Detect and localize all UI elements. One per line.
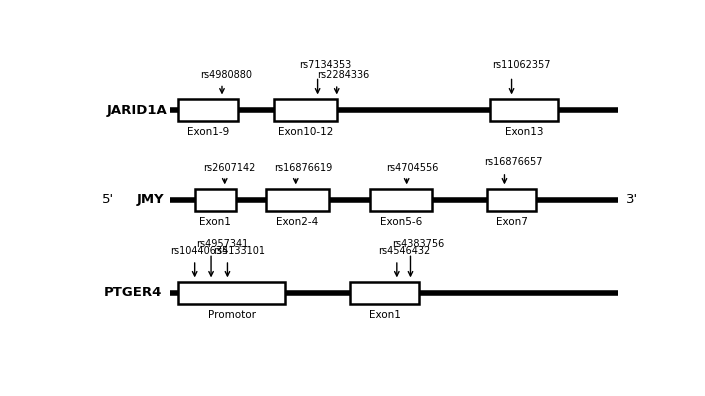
Bar: [369, 188, 432, 211]
Text: Promotor: Promotor: [207, 310, 255, 320]
Text: rs4383756: rs4383756: [393, 239, 445, 249]
Text: rs4133101: rs4133101: [213, 246, 264, 256]
Text: Exon7: Exon7: [496, 217, 527, 227]
Text: JMY: JMY: [137, 194, 165, 206]
Text: rs4546432: rs4546432: [378, 246, 430, 256]
Bar: [178, 99, 238, 122]
Text: rs2284336: rs2284336: [317, 70, 370, 80]
Text: Exon5-6: Exon5-6: [380, 217, 422, 227]
Text: Exon1: Exon1: [369, 310, 400, 320]
Text: rs2607142: rs2607142: [203, 162, 255, 173]
Text: rs16876657: rs16876657: [484, 157, 543, 167]
Text: rs4980880: rs4980880: [200, 70, 252, 80]
Bar: [274, 99, 337, 122]
Text: rs4704556: rs4704556: [386, 162, 439, 173]
Text: Exon13: Exon13: [505, 127, 543, 137]
Bar: [266, 188, 329, 211]
Text: Exon2-4: Exon2-4: [276, 217, 318, 227]
Text: rs11062357: rs11062357: [492, 60, 551, 70]
Text: rs7134353: rs7134353: [300, 60, 352, 70]
Text: rs4957341: rs4957341: [196, 239, 248, 249]
Bar: [195, 188, 235, 211]
Bar: [487, 188, 536, 211]
Text: Exon10-12: Exon10-12: [278, 127, 333, 137]
Text: rs16876619: rs16876619: [274, 162, 332, 173]
Bar: [350, 282, 419, 305]
Text: Exon1-9: Exon1-9: [188, 127, 229, 137]
Bar: [490, 99, 558, 122]
Text: JARID1A: JARID1A: [107, 103, 168, 116]
Bar: [178, 282, 285, 305]
Text: rs10440635: rs10440635: [170, 246, 228, 256]
Text: PTGER4: PTGER4: [104, 286, 162, 299]
Text: 3': 3': [626, 194, 639, 206]
Text: Exon1: Exon1: [200, 217, 231, 227]
Text: 5': 5': [102, 194, 114, 206]
